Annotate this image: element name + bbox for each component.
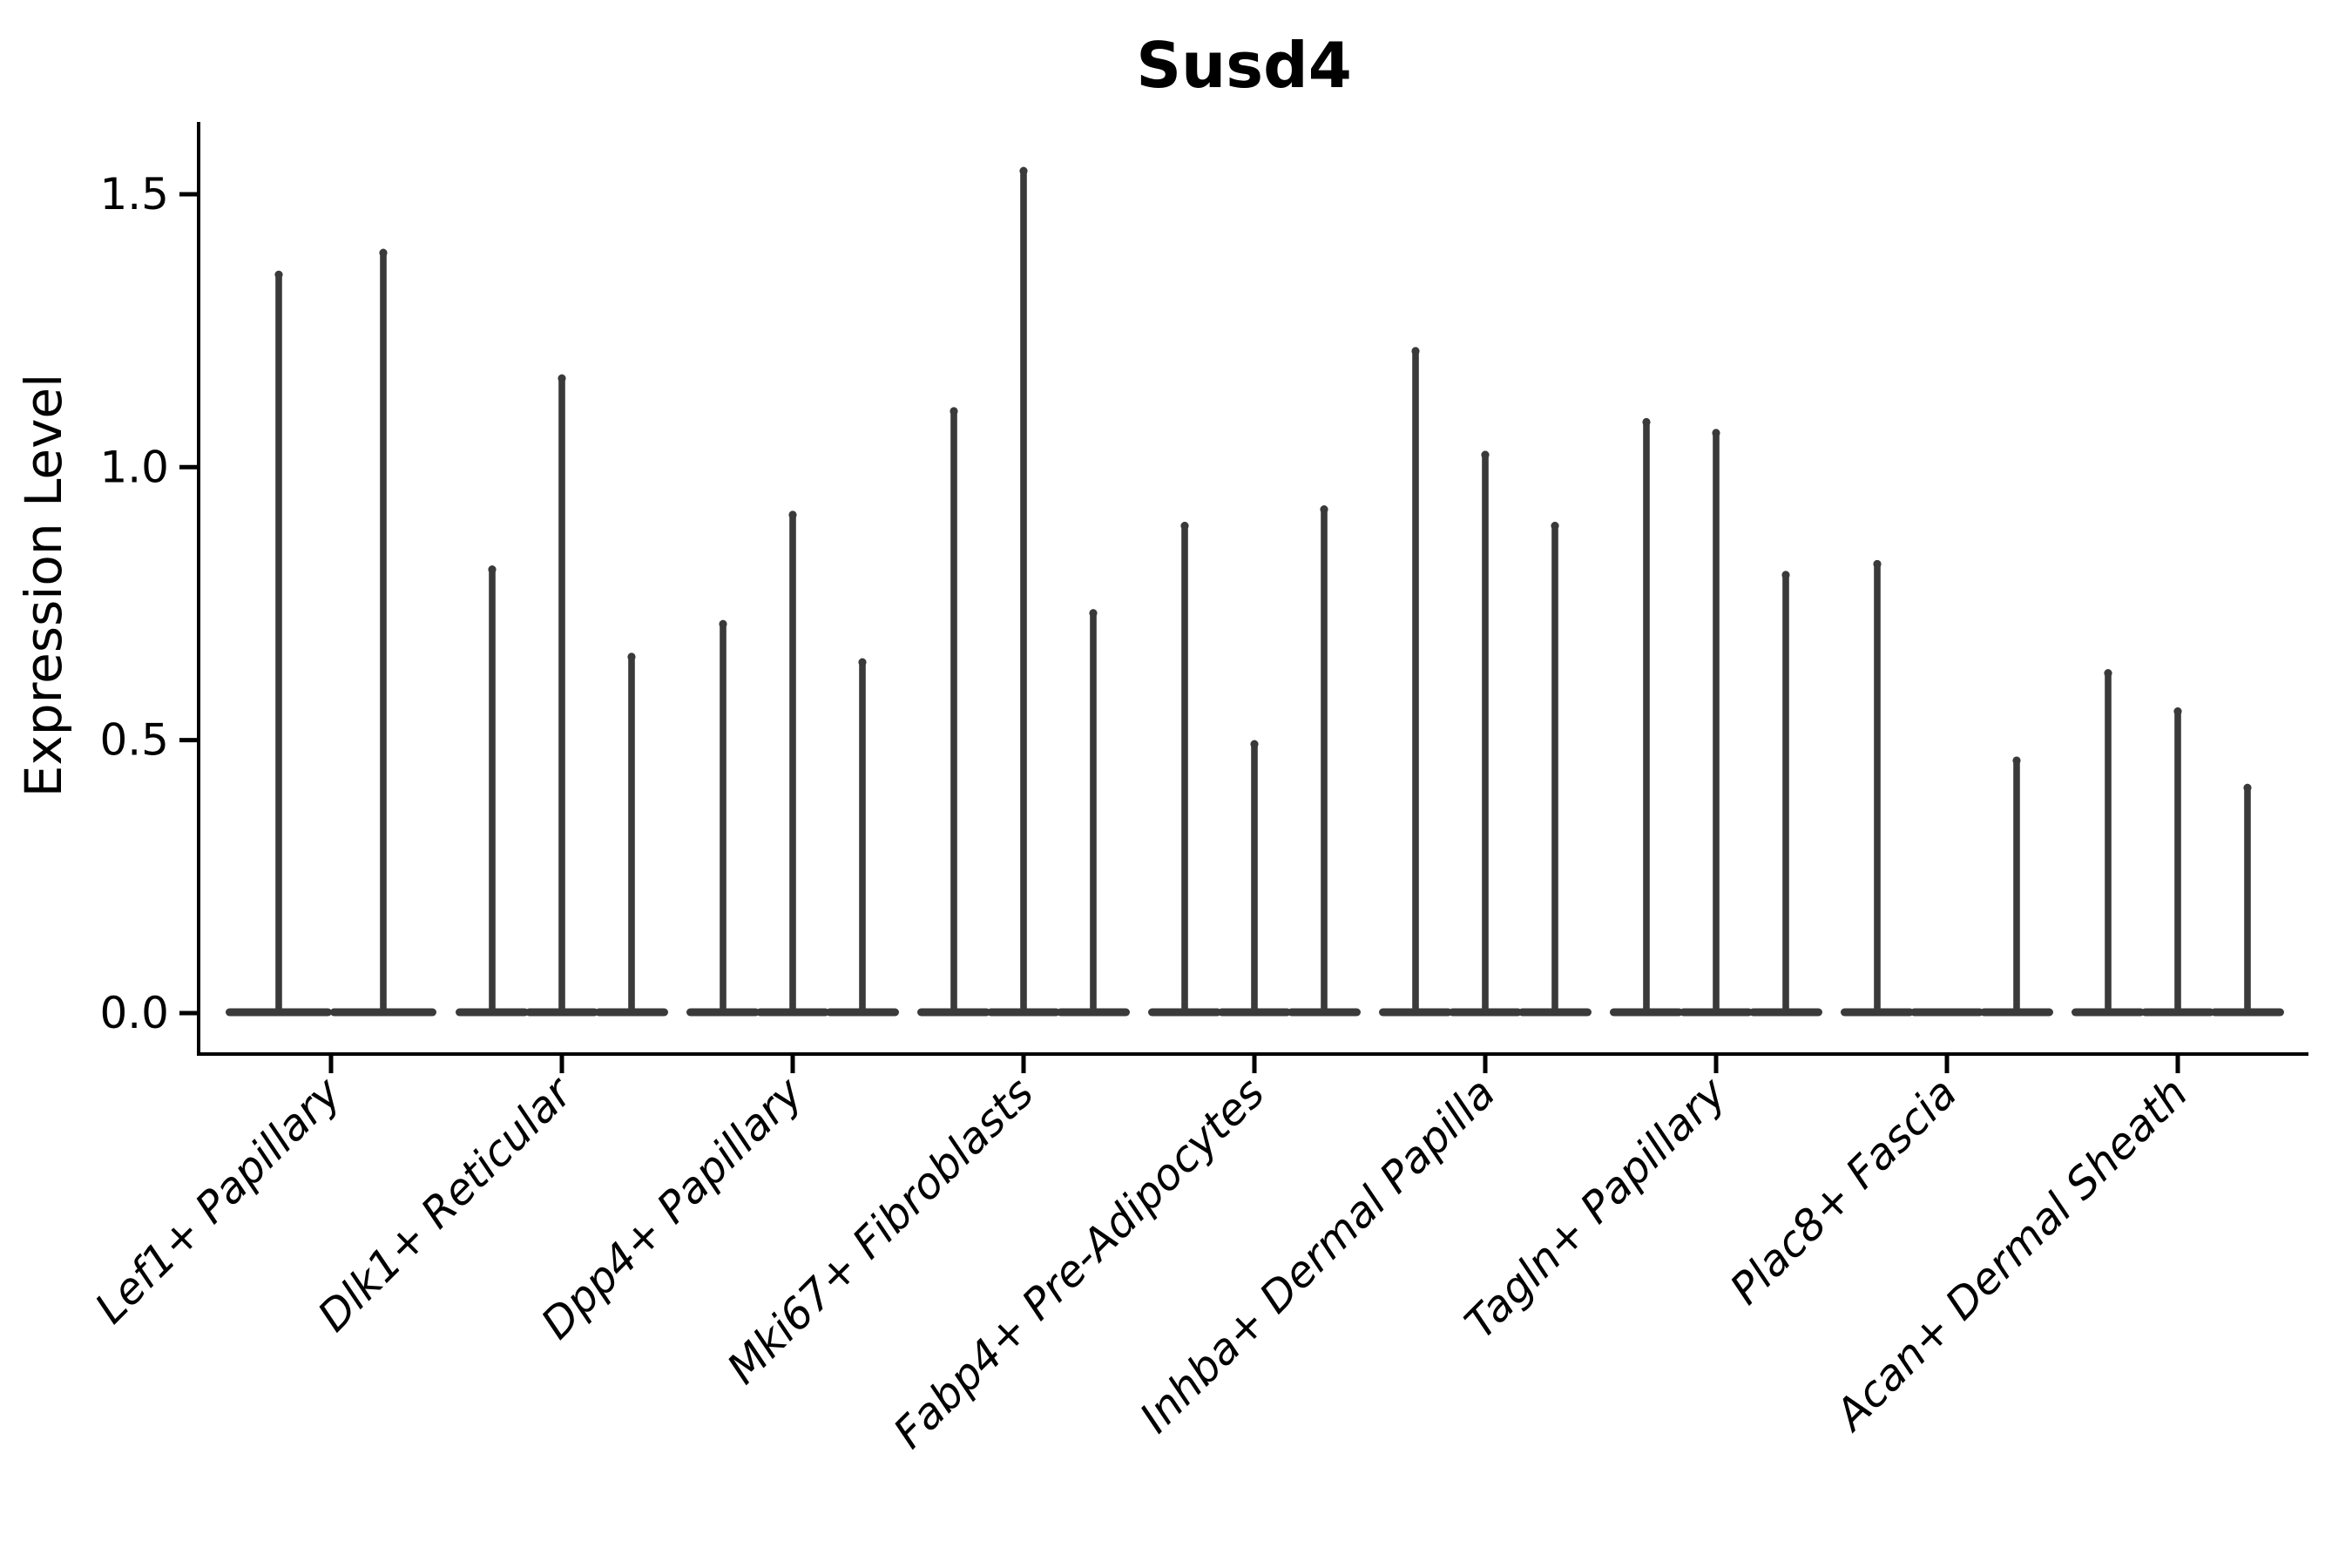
violin-spike-tip — [488, 565, 497, 574]
violin-spike-tip — [1320, 505, 1328, 514]
violin-spike — [859, 658, 866, 1015]
violin-spike — [380, 248, 387, 1015]
x-tick-label: Plac8+ Fascia — [1720, 1068, 1966, 1314]
violin-spike — [1782, 571, 1789, 1015]
violin — [525, 374, 598, 1017]
violin-spike — [2244, 783, 2251, 1015]
violin-spike — [1874, 559, 1881, 1015]
violin-spike-tip — [1551, 521, 1559, 531]
violin-spike-tip — [1712, 429, 1720, 437]
violin-spike — [2013, 756, 2020, 1015]
violin-spike — [1713, 429, 1720, 1015]
violin-spike — [1412, 347, 1419, 1015]
violin — [1749, 571, 1822, 1017]
violin-spike-tip — [1180, 521, 1189, 531]
violin-spike-tip — [858, 658, 867, 666]
violin — [686, 619, 760, 1017]
violin-spike-tip — [274, 270, 283, 279]
violin-spike — [1321, 505, 1328, 1015]
violin-spike-tip — [788, 510, 797, 519]
violin — [456, 565, 529, 1017]
violin-spike-tip — [2012, 756, 2021, 765]
violin — [917, 407, 990, 1017]
violin — [1218, 740, 1291, 1017]
violin-spike — [489, 565, 496, 1015]
violins — [226, 166, 2284, 1017]
y-tick-label: 1.0 — [99, 442, 169, 492]
violin-spike — [1090, 609, 1097, 1015]
violin-spike-tip — [1642, 417, 1651, 427]
violin — [595, 652, 668, 1017]
violin-spike — [2174, 707, 2181, 1015]
violin-spike-tip — [627, 652, 636, 661]
violin — [987, 166, 1060, 1017]
violin — [1449, 450, 1522, 1017]
violin-spike — [2105, 669, 2112, 1015]
y-tick-label: 1.5 — [99, 169, 169, 220]
violin-spike — [1181, 521, 1188, 1015]
violin-spike — [720, 619, 727, 1015]
violin — [826, 658, 899, 1017]
violin — [2072, 669, 2145, 1017]
violin — [1910, 1008, 1984, 1017]
violin — [226, 270, 332, 1017]
violin-spike — [1020, 166, 1027, 1016]
violin — [2141, 707, 2214, 1017]
violin — [1610, 417, 1683, 1017]
violin-spike — [1643, 417, 1650, 1016]
x-tick-label: Fabp4+ Pre-Adipocytes — [884, 1068, 1274, 1458]
violin-spike-tip — [1250, 740, 1259, 748]
violin-spike — [558, 374, 565, 1015]
violin-spike-tip — [1781, 571, 1790, 579]
violin — [1680, 429, 1753, 1017]
violin-spike — [789, 510, 796, 1015]
violin — [1518, 521, 1592, 1017]
violin — [1288, 505, 1361, 1017]
violin-spike — [275, 270, 282, 1015]
violin-spike-tip — [1873, 559, 1882, 569]
violin — [1980, 756, 2053, 1017]
violin-spike-tip — [950, 407, 958, 416]
violin — [2211, 783, 2284, 1017]
violin-spike-tip — [558, 374, 566, 382]
violin-spike — [1251, 740, 1258, 1015]
violin — [1379, 347, 1452, 1017]
chart-title: Susd4 — [1136, 29, 1352, 102]
violin-spike-tip — [2173, 707, 2182, 716]
violin-spike-tip — [2104, 669, 2112, 678]
violin-spike-tip — [379, 248, 388, 257]
x-tick-label: Dlk1+ Reticular — [308, 1066, 583, 1341]
violin-spike-tip — [1481, 450, 1490, 459]
violin — [756, 510, 829, 1017]
violin-spike-tip — [1089, 609, 1098, 618]
violin — [1841, 559, 1914, 1017]
y-axis-ticks: 0.0 0.5 1.0 1.5 — [99, 169, 199, 1038]
violin — [1148, 521, 1221, 1017]
violin-spike-tip — [1019, 166, 1028, 175]
violin-spike — [1482, 450, 1489, 1015]
violin-spike-tip — [719, 619, 727, 628]
y-tick-label: 0.0 — [99, 988, 169, 1038]
y-tick-label: 0.5 — [99, 715, 169, 766]
violin-spike-tip — [1411, 347, 1420, 355]
violin-spike — [950, 407, 957, 1015]
violin-spike — [1551, 521, 1558, 1015]
violin-spike-tip — [2243, 783, 2252, 792]
y-axis-label: Expression Level — [14, 374, 73, 797]
violin — [1057, 609, 1130, 1017]
x-axis-ticks — [328, 1054, 2180, 1073]
violin — [330, 248, 436, 1017]
x-tick-label: Lef1+ Papillary — [85, 1067, 351, 1333]
violin-base — [1910, 1008, 1984, 1017]
violin-spike — [628, 652, 635, 1015]
